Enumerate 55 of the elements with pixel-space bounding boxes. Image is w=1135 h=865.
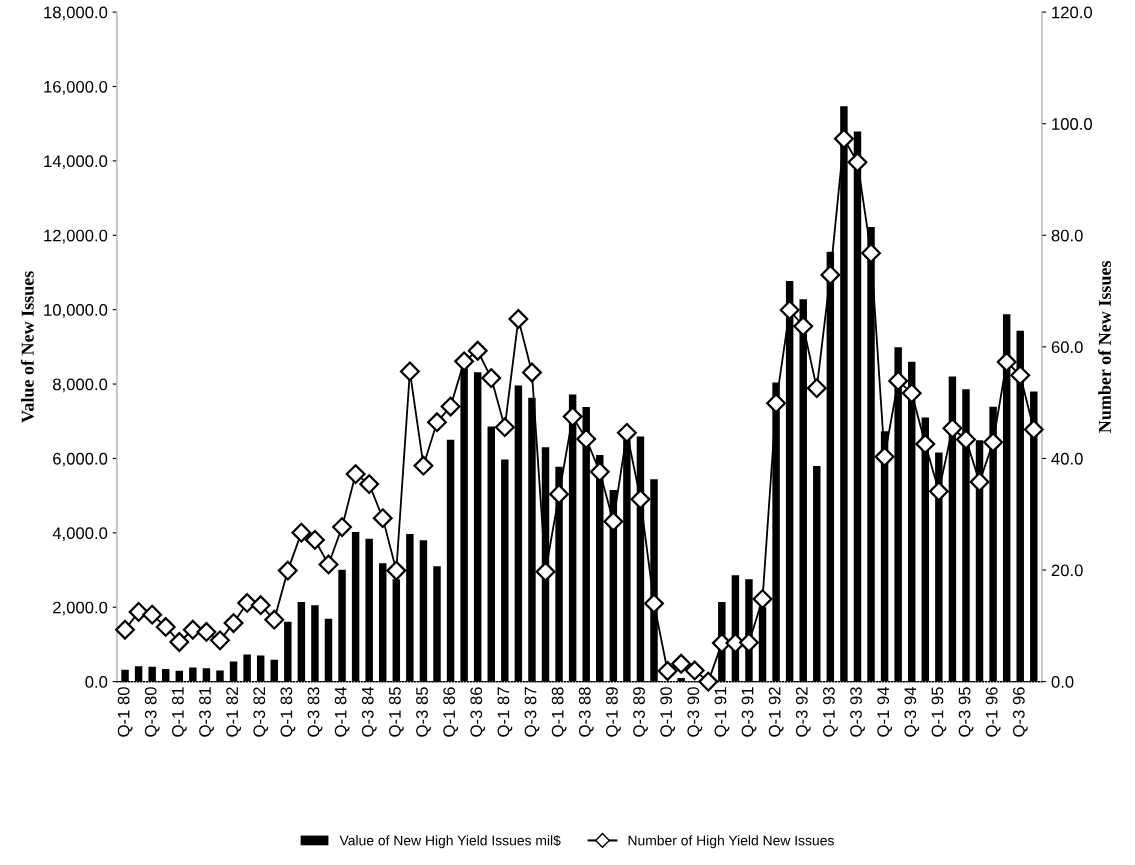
y2-tick-label: 0.0 [1051, 676, 1074, 688]
y2-tick-label: 80.0 [1051, 229, 1083, 242]
legend-label: Number of High Yield New Issues [628, 835, 834, 849]
x-tick-label: Q-3 80 [144, 687, 160, 737]
x-tick-label: Q-3 93 [850, 687, 865, 737]
x-tick-label: Q-3 92 [795, 687, 811, 737]
x-tick-label: Q-3 91 [741, 687, 757, 737]
x-tick-label: Q-3 89 [633, 687, 648, 737]
x-tick-label: Q-3 81 [199, 687, 214, 737]
x-tick-label: Q-1 87 [497, 687, 513, 737]
x-tick-label: Q-3 90 [687, 687, 703, 737]
x-tick-label: Q-1 80 [117, 687, 133, 737]
y-tick-label: 4,000.0 [52, 527, 108, 542]
y-tick-label: 16,000.0 [44, 80, 108, 95]
y2-tick-label: 100.0 [1052, 118, 1093, 130]
x-tick-label: Q-3 96 [1012, 687, 1028, 737]
x-tick-label: Q-1 94 [877, 686, 893, 737]
x-tick-label: Q-1 84 [334, 686, 350, 737]
x-tick-label: Q-3 84 [361, 686, 377, 737]
y-tick-label: 6,000.0 [53, 452, 108, 467]
y-tick-label: 14,000.0 [44, 155, 108, 170]
x-tick-label: Q-3 87 [524, 687, 540, 737]
y2-axis-title: Number of New Issues [1098, 260, 1111, 433]
x-tick-label: Q-1 86 [443, 687, 459, 737]
y-tick-label: 8,000.0 [53, 378, 108, 393]
y-tick-label: 2,000.0 [53, 601, 108, 616]
x-tick-label: Q-1 83 [280, 687, 296, 737]
y2-tick-label: 20.0 [1051, 564, 1083, 577]
x-tick-label: Q-3 82 [253, 687, 269, 737]
x-tick-label: Q-3 86 [470, 687, 486, 737]
y2-tick-label: 60.0 [1051, 341, 1083, 354]
y2-tick-label: 40.0 [1051, 452, 1083, 465]
x-tick-label: Q-1 93 [823, 687, 838, 737]
x-tick-label: Q-3 95 [958, 687, 974, 737]
x-tick-label: Q-1 92 [768, 687, 784, 737]
y-tick-label: 12,000.0 [44, 229, 108, 244]
x-tick-label: Q-1 96 [985, 687, 1001, 737]
y-tick-label: 10,000.0 [44, 304, 108, 318]
x-tick-label: Q-1 90 [660, 687, 676, 737]
y2-tick-label: 120.0 [1052, 6, 1093, 19]
x-tick-label: Q-3 94 [904, 686, 920, 737]
x-tick-label: Q-1 82 [226, 687, 242, 737]
x-tick-label: Q-1 88 [551, 687, 567, 737]
x-tick-label: Q-1 85 [388, 687, 404, 737]
x-tick-label: Q-3 83 [307, 687, 323, 737]
x-tick-label: Q-3 88 [578, 687, 594, 737]
legend-label: Value of New High Yield Issues mil$ [339, 835, 561, 849]
x-tick-label: Q-1 91 [714, 687, 730, 737]
x-tick-label: Q-1 81 [171, 687, 187, 737]
x-tick-label: Q-1 95 [931, 687, 947, 737]
y-axis-title: Value of New Issues [20, 271, 34, 423]
x-tick-label: Q-3 85 [416, 687, 431, 737]
y-tick-label: 0.0 [85, 676, 108, 688]
y-tick-label: 18,000.0 [44, 6, 108, 21]
x-tick-label: Q-1 89 [606, 687, 621, 737]
